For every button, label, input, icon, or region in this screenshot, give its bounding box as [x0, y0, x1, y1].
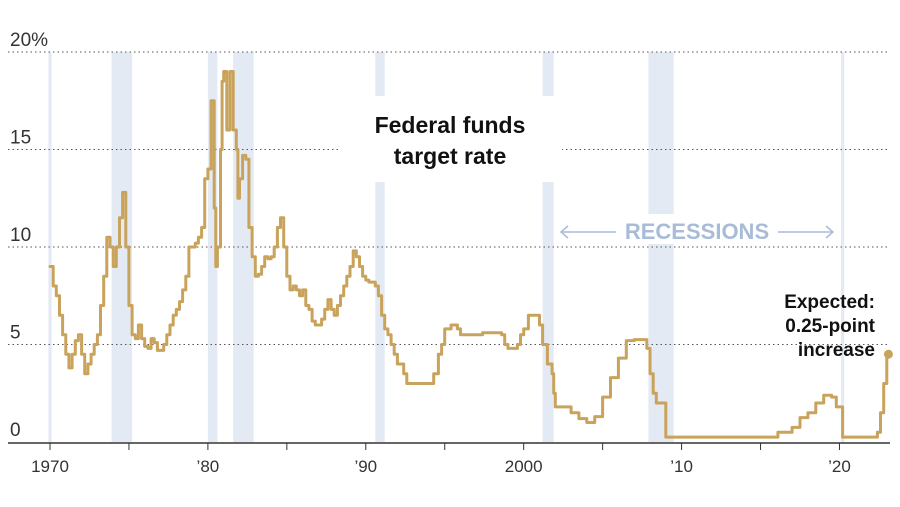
recession-band [207, 52, 218, 442]
chart-title: Federal funds target rate [375, 112, 526, 169]
y-tick-label: 10 [10, 225, 31, 246]
expected-annotation: Expected: 0.25-point increase [784, 292, 893, 361]
annotation-line: Expected: [784, 292, 875, 313]
arrow-left-head-icon [559, 225, 569, 239]
x-tick-label: ’80 [197, 457, 220, 476]
gridlines [8, 51, 890, 345]
y-axis-ticks: 0 5 10 15 20% [10, 30, 48, 441]
recessions-label-group: RECESSIONS [558, 214, 840, 244]
chart-title-background [338, 96, 562, 182]
recession-band [841, 52, 845, 442]
annotation-line: increase [798, 340, 875, 361]
x-tick-label: ’10 [670, 457, 693, 476]
x-tick-label: 1970 [31, 457, 69, 476]
x-tick-label: 2000 [505, 457, 543, 476]
chart-title-line: Federal funds [375, 112, 526, 138]
rate-series [48, 70, 889, 439]
recessions-label: RECESSIONS [625, 219, 769, 244]
y-tick-label: 0 [10, 420, 21, 441]
recessions-label-background [558, 214, 840, 244]
y-tick-label: 5 [10, 323, 21, 344]
y-tick-label: 20% [10, 30, 48, 51]
annotation-line: 0.25-point [785, 316, 875, 337]
rate-line [48, 70, 889, 439]
x-tick-label: ’20 [828, 457, 851, 476]
arrow-right-head-icon [825, 225, 835, 239]
expected-point-marker [883, 349, 893, 359]
x-tick-label: ’90 [354, 457, 377, 476]
x-axis: 1970 ’80 ’90 2000 ’10 ’20 [8, 442, 890, 476]
recession-band [375, 52, 385, 442]
chart-title-group: Federal funds target rate [338, 96, 562, 182]
y-tick-label: 15 [10, 128, 31, 149]
chart-title-line: target rate [394, 143, 506, 169]
